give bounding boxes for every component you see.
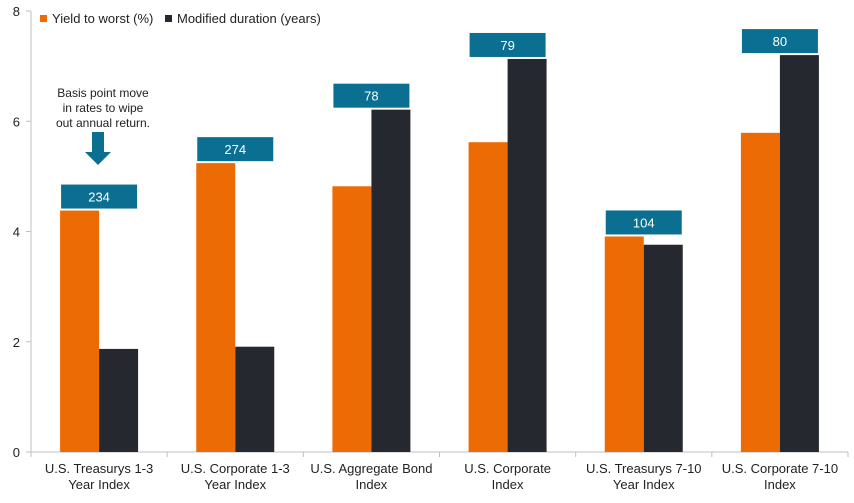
data-label: 80 <box>773 34 787 49</box>
bar-yield <box>740 132 780 453</box>
down-arrow-icon <box>85 132 111 165</box>
bar-duration <box>235 346 275 452</box>
x-tick-label: U.S. Aggregate Bond Index <box>310 461 432 492</box>
x-tick-label: U.S. Treasurys 1-3 Year Index <box>45 461 153 492</box>
data-label: 274 <box>224 142 246 157</box>
x-axis-labels: U.S. Treasurys 1-3 Year Index U.S. Corpora… <box>45 461 838 492</box>
data-label-box <box>197 137 274 162</box>
annotation-text: Basis point move in rates to wipe out an… <box>55 86 151 130</box>
y-tick-label: 4 <box>13 225 20 240</box>
bar-yield <box>196 163 236 452</box>
data-label: 79 <box>500 38 514 53</box>
bar-duration <box>643 244 683 452</box>
y-tick-label: 0 <box>13 445 20 460</box>
data-labels: 234 274 78 79 104 80 <box>61 29 818 235</box>
data-label: 104 <box>633 215 655 230</box>
bar-duration <box>371 109 411 452</box>
legend: Yield to worst (%) Modified duration (yea… <box>40 11 321 26</box>
x-tick-label: U.S. Corporate 7-10 Index <box>722 461 838 492</box>
data-label-box <box>605 210 682 235</box>
legend-label: Yield to worst (%) <box>52 11 153 26</box>
bar-duration <box>779 55 819 452</box>
data-label-box <box>333 83 410 108</box>
y-tick-label: 2 <box>13 335 20 350</box>
bar-yield <box>332 186 372 453</box>
x-tick-label: U.S. Treasurys 7-10 Year Index <box>586 461 702 492</box>
data-label-box <box>741 29 818 54</box>
bars <box>60 55 819 453</box>
bar-yield <box>60 210 100 452</box>
data-label: 78 <box>364 89 378 104</box>
legend-swatch <box>165 15 172 22</box>
data-label-box <box>61 184 138 209</box>
y-tick-label: 8 <box>13 4 20 19</box>
y-tick-label: 6 <box>13 114 20 129</box>
legend-label: Modified duration (years) <box>177 11 321 26</box>
bar-duration <box>99 348 139 452</box>
legend-swatch <box>40 15 47 22</box>
x-tick-label: U.S. Corporate Index <box>464 461 551 492</box>
axes: 0 2 4 6 8 <box>13 4 849 460</box>
bar-yield <box>604 236 644 452</box>
data-label-box <box>469 32 546 57</box>
x-tick-label: U.S. Corporate 1-3 Year Index <box>181 461 290 492</box>
bar-yield <box>468 142 508 452</box>
bar-duration <box>507 58 547 453</box>
data-label: 234 <box>88 190 110 205</box>
